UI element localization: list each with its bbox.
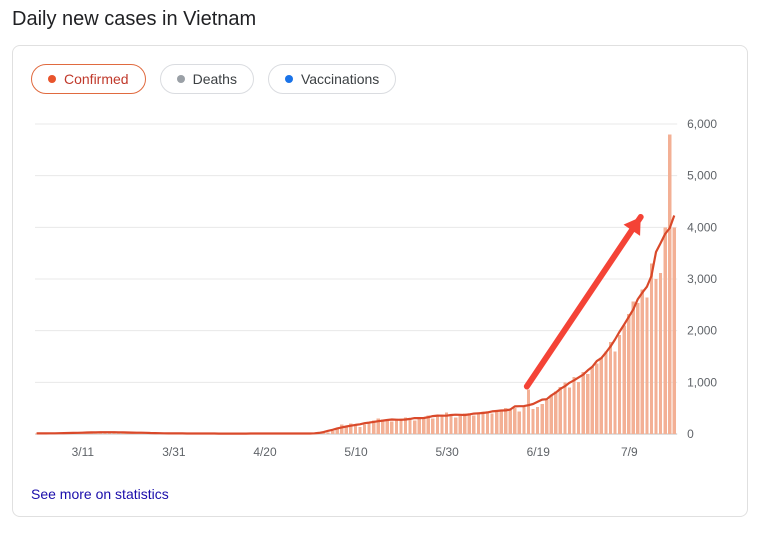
page-title: Daily new cases in Vietnam bbox=[12, 8, 748, 31]
svg-text:5/30: 5/30 bbox=[436, 445, 460, 459]
svg-text:4/20: 4/20 bbox=[253, 445, 277, 459]
chart-card: Confirmed Deaths Vaccinations 0 1,000 2,00… bbox=[12, 45, 748, 517]
tab-confirmed[interactable]: Confirmed bbox=[31, 64, 146, 94]
tab-label: Vaccinations bbox=[301, 71, 379, 87]
chart-area: 0 1,000 2,000 3,000 4,000 5,000 6,000 3/11 3/31 4… bbox=[31, 114, 729, 474]
svg-text:5/10: 5/10 bbox=[344, 445, 368, 459]
tab-label: Deaths bbox=[193, 71, 237, 87]
see-more-link[interactable]: See more on statistics bbox=[31, 486, 729, 502]
svg-text:7/9: 7/9 bbox=[621, 445, 638, 459]
dot-icon bbox=[285, 75, 293, 83]
tab-label: Confirmed bbox=[64, 71, 129, 87]
tab-deaths[interactable]: Deaths bbox=[160, 64, 254, 94]
metric-tabs: Confirmed Deaths Vaccinations bbox=[31, 64, 729, 94]
tab-vaccinations[interactable]: Vaccinations bbox=[268, 64, 396, 94]
svg-text:3/31: 3/31 bbox=[162, 445, 186, 459]
svg-text:4,000: 4,000 bbox=[687, 220, 717, 234]
svg-text:3/11: 3/11 bbox=[72, 445, 95, 459]
svg-text:3,000: 3,000 bbox=[687, 272, 717, 286]
dot-icon bbox=[177, 75, 185, 83]
svg-text:5,000: 5,000 bbox=[687, 169, 717, 183]
svg-text:6,000: 6,000 bbox=[687, 117, 717, 131]
svg-text:2,000: 2,000 bbox=[687, 324, 717, 338]
svg-text:6/19: 6/19 bbox=[527, 445, 551, 459]
dot-icon bbox=[48, 75, 56, 83]
svg-text:1,000: 1,000 bbox=[687, 375, 717, 389]
svg-text:0: 0 bbox=[687, 427, 694, 441]
chart-svg: 0 1,000 2,000 3,000 4,000 5,000 6,000 3/11 3/31 4… bbox=[31, 114, 729, 474]
